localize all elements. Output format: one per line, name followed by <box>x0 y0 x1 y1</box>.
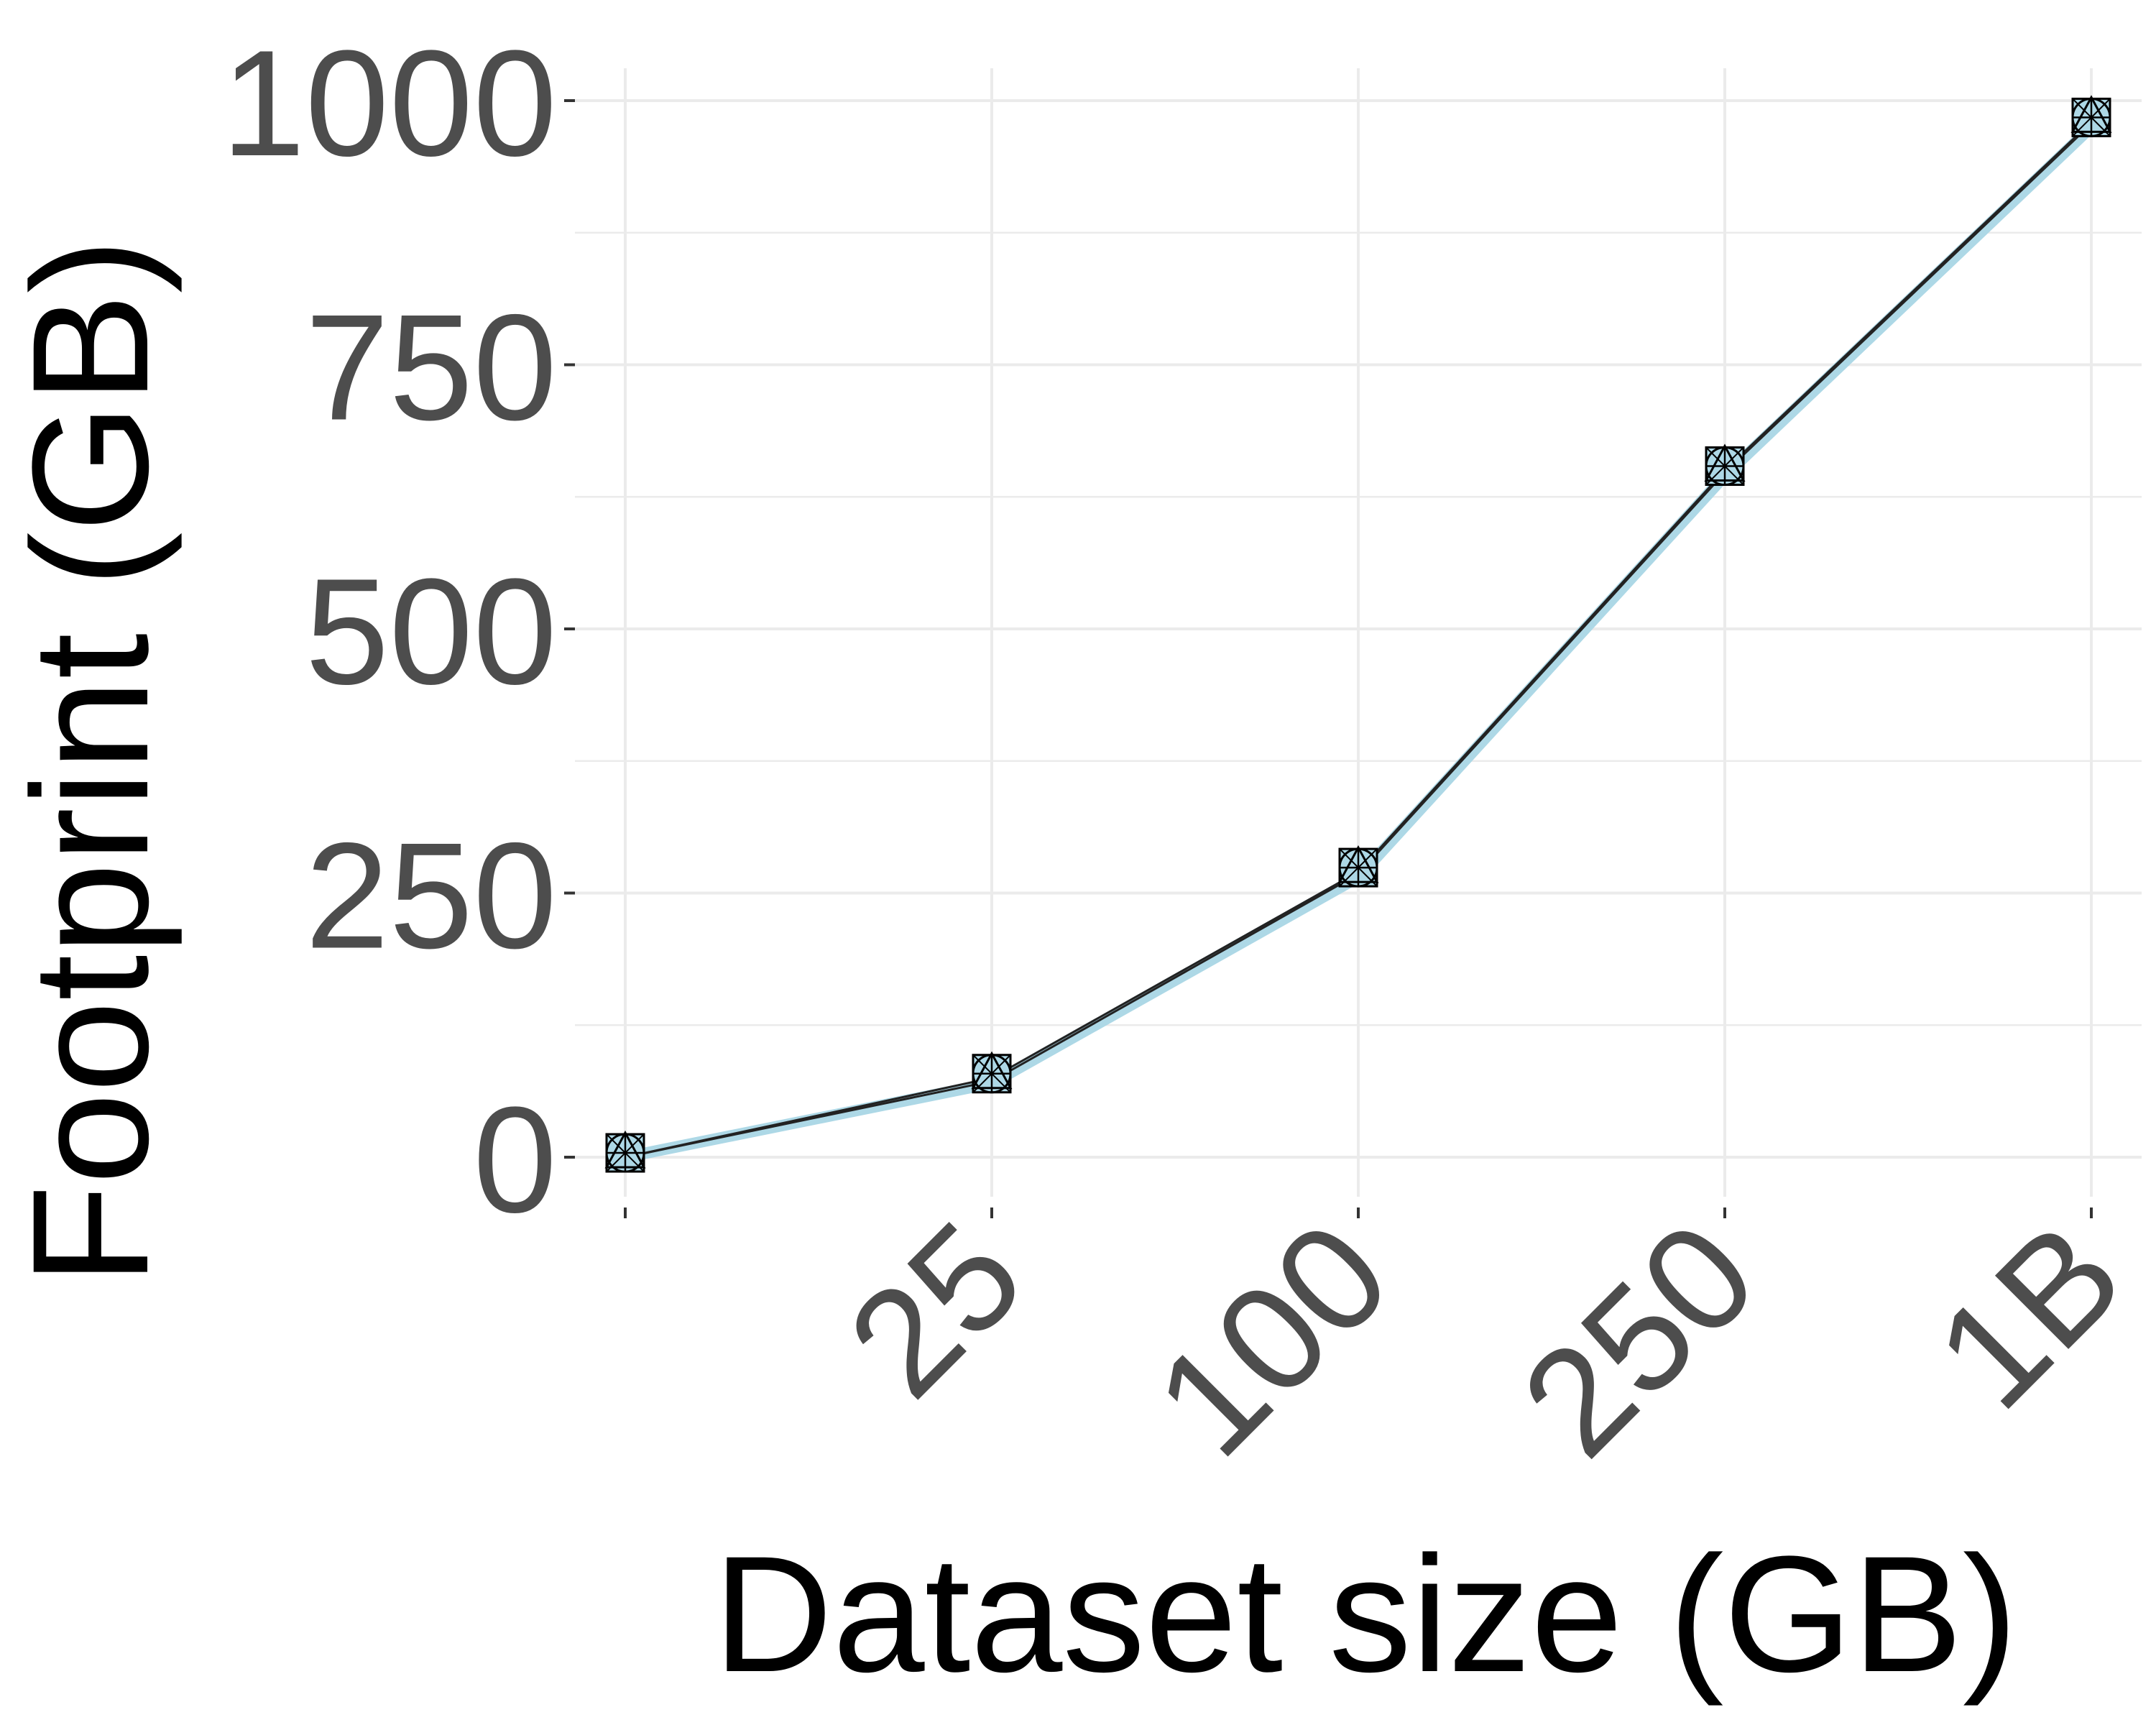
y-tick-label-250: 250 <box>305 811 557 980</box>
grid-lines <box>575 68 2142 1197</box>
y-tick-label-0: 0 <box>473 1075 557 1244</box>
x-tick-label-100: 100 <box>1123 1190 1421 1488</box>
y-tick-label-500: 500 <box>305 547 557 716</box>
x-tick-label-1B: 1B <box>1904 1190 2154 1440</box>
axis-ticks <box>564 99 2093 1218</box>
data-points <box>604 95 2112 1173</box>
y-axis-title: Footprint (GB) <box>0 238 183 1285</box>
data-point-0 <box>604 1130 646 1173</box>
y-tick-label-1000: 1000 <box>221 19 557 188</box>
x-mark-b-1 <box>972 1054 1011 1093</box>
x-mark-b-0 <box>606 1133 645 1172</box>
y-tick-label-750: 750 <box>305 283 557 452</box>
data-point-4 <box>2070 95 2112 137</box>
data-point-3 <box>1704 443 1746 486</box>
y-tick-labels: 0 250 500 750 1000 <box>221 19 557 1244</box>
data-point-1 <box>971 1051 1013 1094</box>
x-mark-b-4 <box>2072 98 2111 137</box>
x-tick-labels: 25 100 250 1B <box>816 1190 2153 1488</box>
x-axis-title: Dataset size (GB) <box>714 1522 2018 1706</box>
x-tick-label-25: 25 <box>816 1190 1054 1428</box>
x-tick-label-250: 250 <box>1490 1190 1787 1488</box>
x-mark-b-2 <box>1339 848 1378 887</box>
data-point-2 <box>1337 845 1379 888</box>
x-mark-b-3 <box>1705 446 1744 486</box>
